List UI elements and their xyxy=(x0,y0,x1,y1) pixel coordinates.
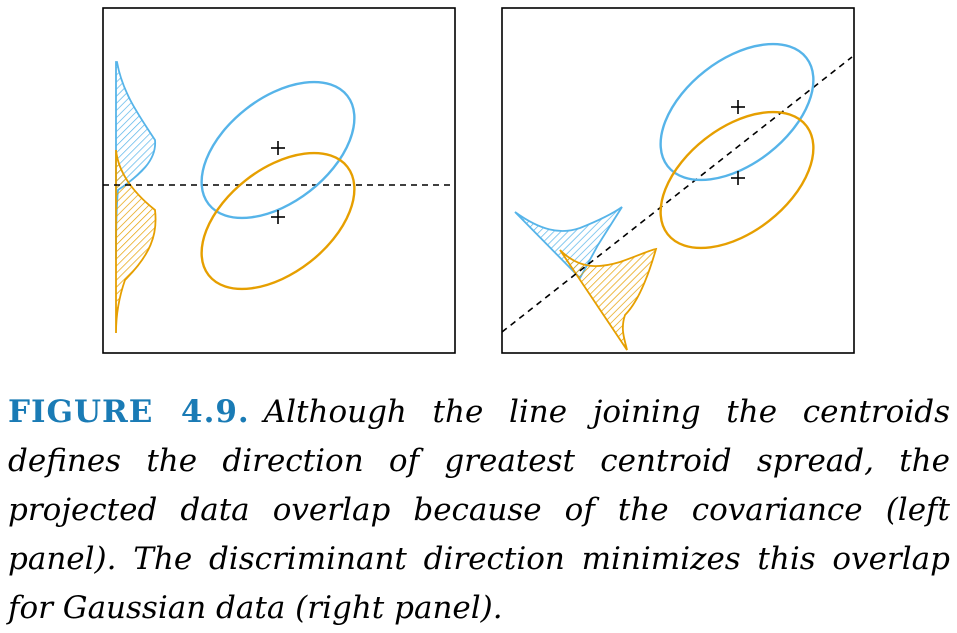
right-centroid-orange xyxy=(731,171,745,185)
right-panel-frame xyxy=(501,7,855,354)
figure-panels xyxy=(102,7,855,354)
left-ellipse-orange xyxy=(200,151,356,291)
left-density-orange xyxy=(115,149,157,334)
left-centroid-blue xyxy=(271,141,285,155)
right-density-blue xyxy=(514,206,623,280)
left-centroid-orange xyxy=(271,210,285,224)
left-panel xyxy=(102,7,456,354)
caption-label: FIGURE 4.9. xyxy=(8,394,250,430)
left-panel-frame xyxy=(102,7,456,354)
caption-text: Although the line joining the centroids … xyxy=(8,394,950,626)
figure-caption: FIGURE 4.9. Although the line joining the… xyxy=(8,388,950,633)
right-centroid-blue xyxy=(731,100,745,114)
right-density-orange xyxy=(559,247,658,351)
right-ellipse-orange xyxy=(659,110,815,250)
right-ellipse-blue xyxy=(659,42,815,182)
left-ellipse-blue xyxy=(200,80,356,220)
right-panel xyxy=(501,7,855,354)
right-discriminant-line xyxy=(501,56,853,333)
